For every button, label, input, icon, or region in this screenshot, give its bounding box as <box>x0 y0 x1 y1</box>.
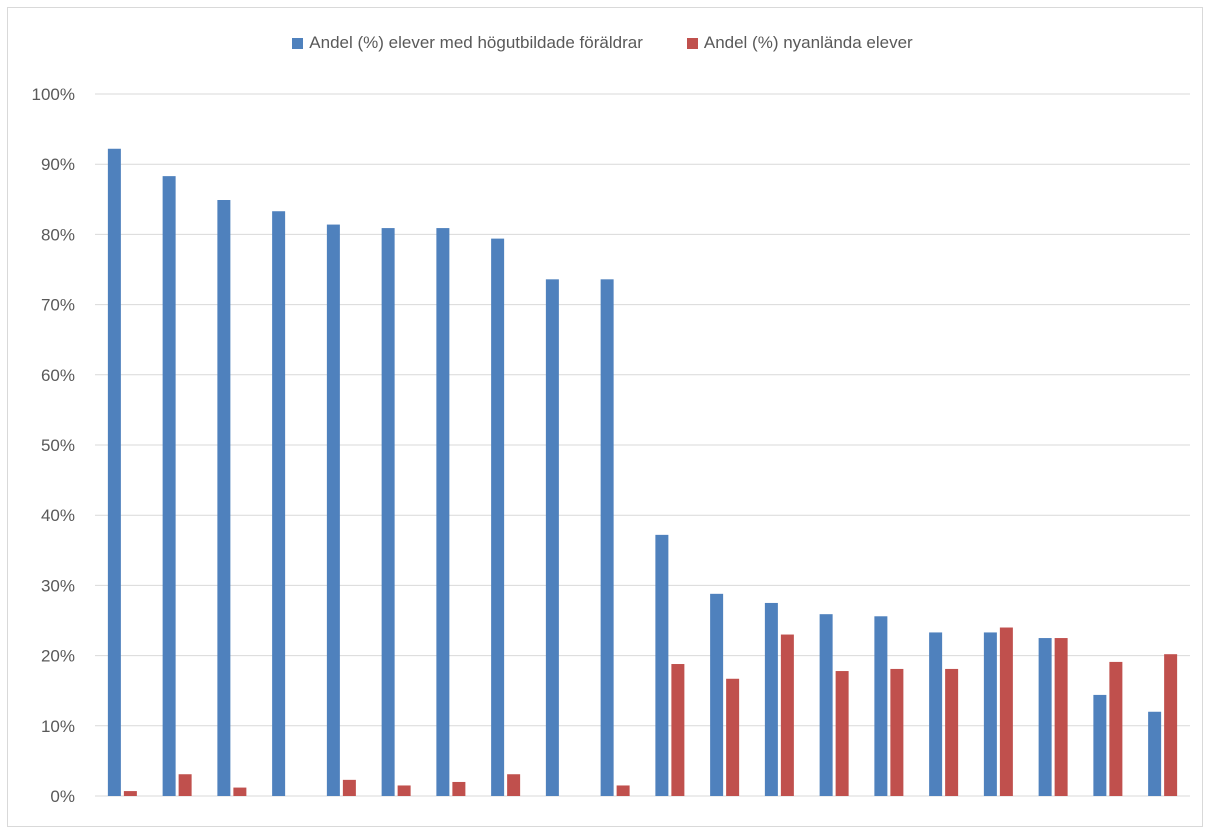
y-axis-ticks: 0% 10% 20% 30% 40% 50% 60% 70% 80% 90% 100% <box>32 85 75 806</box>
legend-swatch-series2 <box>686 37 698 49</box>
bars <box>107 148 1178 797</box>
bar-nyanlanda <box>726 678 740 796</box>
bar-nyanlanda <box>1164 654 1178 796</box>
bar-hogutbildade <box>874 616 888 796</box>
bar-hogutbildade <box>1038 638 1052 796</box>
y-tick-label: 50% <box>41 436 75 455</box>
bar-hogutbildade <box>764 602 778 796</box>
bar-hogutbildade <box>381 228 395 796</box>
y-tick-label: 0% <box>50 787 75 806</box>
y-tick-label: 20% <box>41 647 75 666</box>
y-tick-label: 70% <box>41 296 75 315</box>
bar-nyanlanda <box>780 634 794 796</box>
bar-nyanlanda <box>178 774 192 796</box>
y-tick-label: 60% <box>41 366 75 385</box>
y-tick-label: 40% <box>41 506 75 525</box>
bar-nyanlanda <box>890 668 904 796</box>
bar-nyanlanda <box>507 774 521 796</box>
bar-hogutbildade <box>710 593 724 796</box>
chart-legend: Andel (%) elever med högutbildade föräld… <box>0 33 1205 53</box>
bar-hogutbildade <box>655 534 669 796</box>
legend-label-series2: Andel (%) nyanlända elever <box>703 33 913 52</box>
legend-item-series1: Andel (%) elever med högutbildade föräld… <box>292 33 643 53</box>
bar-nyanlanda <box>616 785 630 796</box>
bar-hogutbildade <box>600 279 614 796</box>
bar-nyanlanda <box>1109 661 1123 796</box>
bar-nyanlanda <box>671 664 685 796</box>
bar-hogutbildade <box>983 632 997 796</box>
gridlines <box>95 93 1190 797</box>
bar-nyanlanda <box>945 668 959 796</box>
bar-hogutbildade <box>491 238 505 796</box>
legend-item-series2: Andel (%) nyanlända elever <box>686 33 913 53</box>
bar-hogutbildade <box>217 200 231 796</box>
legend-swatch-series1 <box>292 37 304 49</box>
bar-hogutbildade <box>107 148 121 797</box>
bar-nyanlanda <box>1054 638 1068 796</box>
bar-hogutbildade <box>162 176 176 796</box>
bar-hogutbildade <box>326 224 340 796</box>
bar-hogutbildade <box>545 279 559 796</box>
y-tick-label: 80% <box>41 225 75 244</box>
bar-nyanlanda <box>233 787 247 796</box>
bar-hogutbildade <box>1148 711 1162 796</box>
y-tick-label: 30% <box>41 576 75 595</box>
bar-nyanlanda <box>342 779 356 796</box>
bar-hogutbildade <box>436 228 450 796</box>
bar-hogutbildade <box>272 211 286 796</box>
y-tick-label: 10% <box>41 717 75 736</box>
bar-nyanlanda <box>397 785 411 796</box>
bar-nyanlanda <box>123 791 137 796</box>
bar-nyanlanda <box>999 627 1013 796</box>
bar-hogutbildade <box>929 632 943 796</box>
bar-hogutbildade <box>1093 694 1107 796</box>
y-tick-label: 100% <box>32 85 75 104</box>
bar-nyanlanda <box>835 671 849 796</box>
bar-hogutbildade <box>819 614 833 796</box>
y-tick-label: 90% <box>41 155 75 174</box>
legend-label-series1: Andel (%) elever med högutbildade föräld… <box>309 33 643 52</box>
bar-nyanlanda <box>452 781 466 796</box>
